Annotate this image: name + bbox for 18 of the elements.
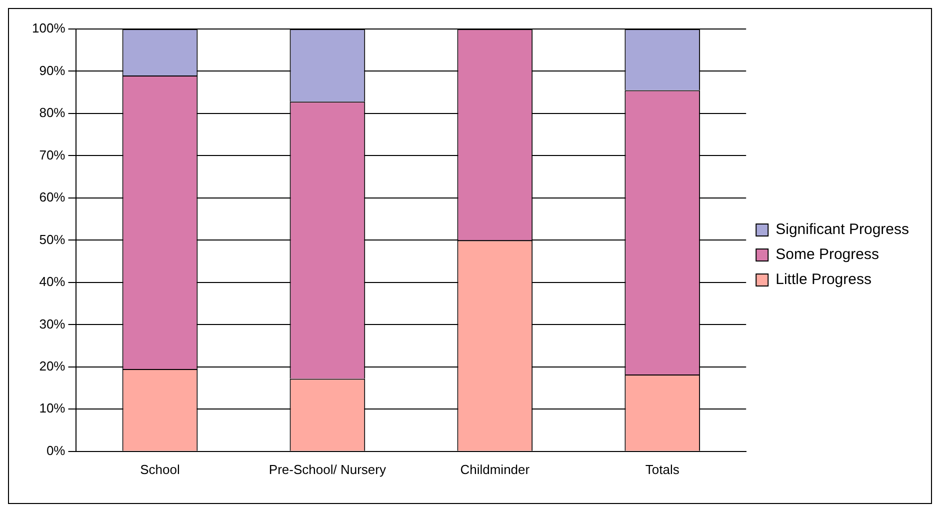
y-tick-label: 100%	[32, 20, 66, 36]
legend-label: Some Progress	[776, 246, 879, 264]
x-tick-label: Childminder	[460, 462, 530, 477]
x-tick-label: Pre-School/ Nursery	[268, 462, 386, 477]
y-tick-label: 10%	[39, 400, 66, 416]
x-tick-label: Totals	[645, 462, 680, 477]
legend-label: Significant Progress	[776, 221, 910, 238]
y-tick-label: 30%	[39, 316, 66, 332]
x-tick-label: School	[140, 462, 180, 477]
y-tick-label: 80%	[39, 105, 66, 120]
y-tick-label: 0%	[46, 442, 66, 458]
y-tick-label: 60%	[39, 190, 66, 205]
y-tick-label: 20%	[39, 358, 66, 374]
y-tick-label: 40%	[39, 274, 66, 290]
y-tick-label: 70%	[39, 147, 66, 162]
y-tick-label: 90%	[39, 62, 66, 78]
legend-label: Little Progress	[776, 271, 872, 288]
y-tick-label: 50%	[39, 232, 66, 247]
